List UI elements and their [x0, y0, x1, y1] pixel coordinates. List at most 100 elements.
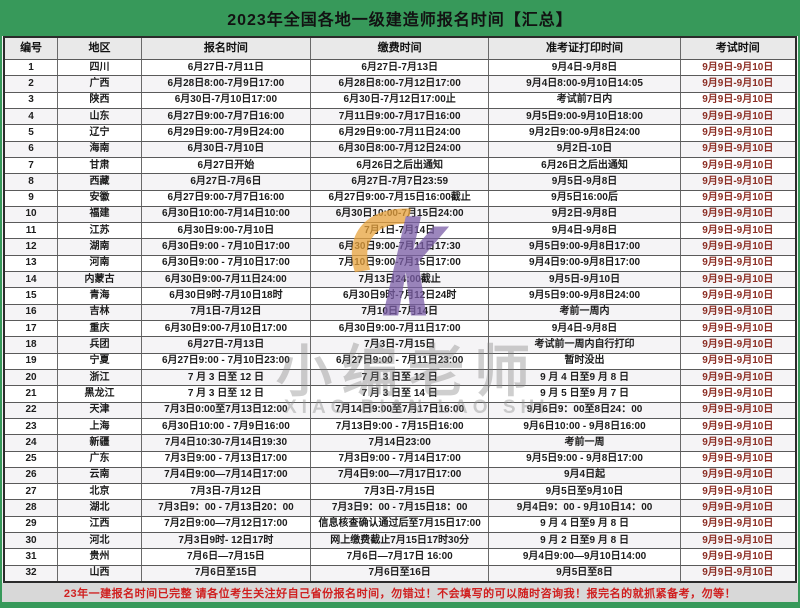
cell-register: 6月30日10:00-7月14日10:00 [140, 206, 310, 223]
table-row: 31 贵州 7月6日—7月15日 7月6日—7月17日 16:00 9月4日9:00—9… [5, 548, 795, 565]
header-cell-no: 编号 [20, 42, 43, 54]
cell-pay: 网上缴费截止7月15日17时30分 [309, 533, 489, 549]
cell-print: 9月4日-9月8日 [488, 223, 679, 239]
table-row: 2 广西 6月28日8:00-7月9日17:00 6月28日8:00-7月12日17:… [5, 75, 795, 92]
cell-exam: 9月9日-9月10日 [679, 467, 795, 484]
cell-pay: 6月30日8:00-7月12日24:00 [309, 141, 489, 157]
cell-print: 9月2日-10日 [488, 141, 679, 157]
cell-exam: 9月9日-9月10日 [679, 369, 795, 386]
cell-no: 13 [25, 257, 37, 269]
cell-no: 7 [28, 159, 34, 171]
table-row: 30 河北 7月3日9时- 12日17时 网上缴费截止7月15日17时30分 9 月 2… [5, 532, 795, 549]
cell-register: 7月2日9:00—7月12日17:00 [140, 516, 310, 533]
cell-region: 西藏 [57, 174, 141, 190]
cell-register: 6月27日开始 [140, 157, 310, 174]
cell-no: 4 [28, 110, 34, 122]
cell-region: 四川 [57, 60, 141, 76]
cell-exam: 9月9日-9月10日 [679, 418, 795, 435]
cell-no: 25 [25, 453, 37, 465]
cell-pay: 7月10日-7月14日 [309, 304, 489, 320]
cell-region: 广东 [57, 451, 141, 467]
table-row: 4 山东 6月27日9:00-7月7日16:00 7月11日9:00-7月17日16:… [5, 107, 795, 125]
cell-region: 河南 [57, 255, 141, 272]
cell-exam: 9月9日-9月10日 [679, 451, 795, 467]
cell-pay: 7月13日24:00截止 [309, 272, 489, 288]
cell-region: 新疆 [57, 435, 141, 451]
cell-region: 安徽 [57, 190, 141, 206]
cell-print: 9月5日9:00-9月8日17:00 [488, 239, 679, 255]
cell-register: 7月6日至15日 [140, 565, 310, 581]
cell-no: 22 [25, 404, 37, 416]
cell-print: 9月2日-9月8日 [488, 206, 679, 223]
cell-no: 24 [25, 436, 37, 448]
cell-region: 湖南 [57, 239, 141, 255]
cell-pay: 7月3日9：00 - 7月15日18：00 [309, 500, 489, 516]
table-row: 8 西藏 6月27日-7月6日 6月27日-7月7日23:59 9月5日-9月8日 9月9… [5, 173, 795, 190]
cell-print: 6月26日之后出通知 [488, 157, 679, 174]
cell-no: 12 [25, 241, 37, 253]
table-row: 32 山西 7月6日至15日 7月6日至16日 9月5日至8日 9月9日-9月10日 [5, 564, 795, 581]
table-row: 15 青海 6月30日9时-7月10日18时 6月30日9时-7月12日24时 9月5日… [5, 287, 795, 304]
cell-exam: 9月9日-9月10日 [679, 288, 795, 304]
cell-exam: 9月9日-9月10日 [679, 125, 795, 141]
cell-print: 9月6日10:00 - 9月8日16:00 [488, 418, 679, 435]
table-row: 18 兵团 6月27日-7月13日 7月3日-7月15日 考试前一周内自行打印 9月9日-… [5, 336, 795, 353]
cell-pay: 7月4日9:00—7月17日17:00 [309, 467, 489, 484]
cell-no: 30 [25, 534, 37, 546]
cell-print: 9月5日-9月8日 [488, 174, 679, 190]
cell-region: 黑龙江 [57, 386, 141, 402]
cell-register: 6月27日-7月6日 [140, 174, 310, 190]
cell-no: 8 [28, 175, 34, 187]
cell-print: 9月2日9:00-9月8日24:00 [488, 125, 679, 141]
cell-print: 9月6日9：00至8日24：00 [488, 402, 679, 418]
cell-no: 31 [25, 551, 37, 563]
cell-pay: 7月6日—7月17日 16:00 [309, 549, 489, 565]
cell-exam: 9月9日-9月10日 [679, 108, 795, 125]
cell-register: 6月30日9:00-7月10日17:00 [140, 321, 310, 337]
table-row: 13 河南 6月30日9:00 - 7月10日17:00 7月10日9:00-7月15… [5, 254, 795, 272]
cell-print: 9月4日-9月8日 [488, 321, 679, 337]
cell-register: 7月1日-7月12日 [140, 304, 310, 320]
cell-exam: 9月9日-9月10日 [679, 255, 795, 272]
cell-region: 云南 [57, 467, 141, 484]
cell-pay: 6月27日9:00-7月15日16:00截止 [309, 190, 489, 206]
cell-no: 23 [25, 420, 37, 432]
cell-register: 7 月 3 日至 12 日 [140, 386, 310, 402]
header-cell-pay: 缴费时间 [309, 38, 489, 59]
content-area: 编号 地区 报名时间 缴费时间 准考证打印时间 考试时间 1 四川 6月27日-7月… [2, 36, 798, 602]
cell-register: 6月27日9:00 - 7月10日23:00 [140, 353, 310, 369]
cell-print: 9月4日起 [488, 467, 679, 484]
cell-print: 9 月 5 日至9 月 7 日 [488, 386, 679, 402]
table-row: 6 海南 6月30日-7月10日 6月30日8:00-7月12日24:00 9月2日-1… [5, 140, 795, 157]
cell-region: 浙江 [57, 369, 141, 386]
cell-no: 9 [28, 192, 34, 204]
cell-exam: 9月9日-9月10日 [679, 435, 795, 451]
cell-no: 5 [28, 126, 34, 138]
cell-no: 1 [28, 61, 34, 73]
cell-no: 21 [25, 387, 37, 399]
cell-register: 6月30日9:00-7月10日 [140, 223, 310, 239]
cell-register: 6月30日9时-7月10日18时 [140, 288, 310, 304]
footer-note: 23年一建报名时间已完整 请各位考生关注好自己省份报名时间，勿错过！不会填写的可… [2, 583, 798, 602]
cell-region: 福建 [57, 206, 141, 223]
cell-exam: 9月9日-9月10日 [679, 402, 795, 418]
header-cell-region: 地区 [57, 38, 141, 59]
table-header-row: 编号 地区 报名时间 缴费时间 准考证打印时间 考试时间 [5, 38, 795, 59]
cell-no: 15 [25, 290, 37, 302]
cell-region: 山东 [57, 108, 141, 125]
cell-print: 9月4日8:00-9月10日14:05 [488, 76, 679, 92]
cell-region: 贵州 [57, 549, 141, 565]
cell-pay: 7月14日23:00 [309, 435, 489, 451]
cell-exam: 9月9日-9月10日 [679, 565, 795, 581]
cell-no: 26 [25, 469, 37, 481]
cell-region: 重庆 [57, 321, 141, 337]
cell-print: 9月5日至9月10日 [488, 484, 679, 500]
cell-region: 山西 [57, 565, 141, 581]
table-row: 12 湖南 6月30日9:00 - 7月10日17:00 6月30日9:00-7月11… [5, 238, 795, 255]
table-row: 29 江西 7月2日9:00—7月12日17:00 信息核查确认通过后至7月15日17… [5, 515, 795, 533]
cell-pay: 7月3日-7月15日 [309, 484, 489, 500]
cell-region: 上海 [57, 418, 141, 435]
cell-pay: 7月10日9:00-7月15日17:00 [309, 255, 489, 272]
table-row: 19 宁夏 6月27日9:00 - 7月10日23:00 6月27日9:00 - 7月… [5, 352, 795, 369]
cell-region: 内蒙古 [57, 272, 141, 288]
